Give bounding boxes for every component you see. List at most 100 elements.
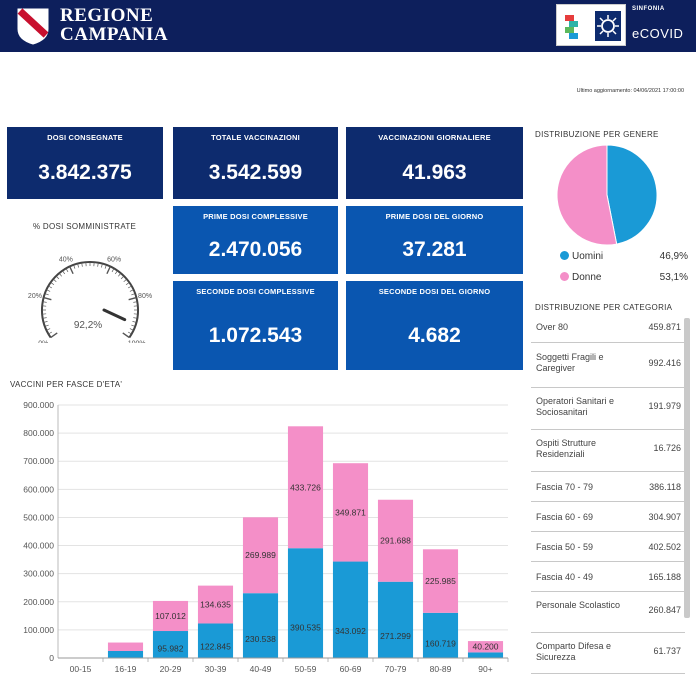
gauge-tick <box>48 285 53 289</box>
bar-segment-80-89-1 <box>422 549 459 613</box>
gauge-tick-label: 60% <box>107 256 121 263</box>
list-item: Comparto Difesa e Sicurezza 61.737 <box>531 633 685 674</box>
x-tick-label: 16-19 <box>115 664 137 674</box>
category-name: Ospiti Strutture Residenziali <box>536 438 597 459</box>
list-item: Operatori Sanitari e Sociosanitari 191.9… <box>531 388 685 430</box>
bar-data-label: 433.726 <box>290 482 321 492</box>
gauge-tick <box>132 321 137 323</box>
bar-data-label: 122.845 <box>200 641 231 651</box>
bar-segment-30-39-0 <box>197 623 234 658</box>
bar-data-label: 134.635 <box>200 600 231 610</box>
gauge-tick <box>58 273 62 277</box>
bar-data-label: 160.719 <box>425 639 456 649</box>
category-name: Soggetti Fragili e Caregiver <box>536 352 604 373</box>
category-list[interactable]: Over 80 459.871 Soggetti Fragili e Careg… <box>531 315 685 694</box>
category-name: Fascia 60 - 69 <box>536 512 594 522</box>
x-tick-label: 90+ <box>478 664 492 674</box>
category-value: 992.416 <box>648 358 681 368</box>
x-tick-label: 30-39 <box>205 664 227 674</box>
gauge-tick <box>55 275 60 280</box>
kpi-prime-dosi-giorno: PRIME DOSI DEL GIORNO 37.281 <box>346 206 523 274</box>
chart-title: VACCINI PER FASCE D'ETA' <box>10 380 123 389</box>
brand-line-1: REGIONE <box>60 5 154 26</box>
gauge-tick <box>46 328 51 331</box>
bar-data-label: 230.538 <box>245 634 276 644</box>
category-title: DISTRIBUZIONE PER CATEGORIA <box>535 303 673 312</box>
app-header: REGIONE CAMPANIA SINFONIA eCOVID <box>0 0 696 52</box>
y-tick-label: 200.000 <box>23 597 54 607</box>
bar-data-label: 390.535 <box>290 623 321 633</box>
ecovid-logo-box <box>556 4 626 46</box>
gauge-tick <box>43 321 48 323</box>
kpi-label: TOTALE VACCINAZIONI <box>211 133 300 142</box>
bar-segment-70-79-1 <box>377 499 414 582</box>
gauge-tick <box>69 266 74 275</box>
category-value: 459.871 <box>648 322 681 332</box>
legend-donne: Donne 53,1% <box>560 272 690 283</box>
list-item: Fascia 70 - 79 386.118 <box>531 472 685 502</box>
x-tick-label: 00-15 <box>70 664 92 674</box>
gauge-tick <box>127 285 132 289</box>
y-tick-label: 600.000 <box>23 484 54 494</box>
age-bar-chart: 0 100.000 200.000 300.000 400.000 500.000 600.… <box>23 400 509 674</box>
legend-dot-icon <box>560 251 569 260</box>
gauge-tick <box>44 293 49 296</box>
kpi-value: 2.470.056 <box>208 238 303 261</box>
bar-data-label: 349.871 <box>335 507 366 517</box>
gauge-tick <box>129 289 134 292</box>
x-tick-label: 20-29 <box>160 664 182 674</box>
category-name: Fascia 40 - 49 <box>536 572 594 582</box>
kpi-value: 37.281 <box>402 238 467 261</box>
category-name: Fascia 70 - 79 <box>536 482 594 492</box>
gauge-tick <box>50 282 55 286</box>
kpi-value: 3.542.599 <box>208 161 303 184</box>
category-name: Operatori Sanitari e Sociosanitari <box>536 396 615 417</box>
kpi-vaccinazioni-giornaliere: VACCINAZIONI GIORNALIERE 41.963 <box>346 127 523 199</box>
bar-segment-60-69-0 <box>332 561 369 658</box>
y-tick-label: 800.000 <box>23 428 54 438</box>
bar-data-label: 107.012 <box>155 611 186 621</box>
gauge-tick <box>114 270 118 275</box>
bar-segment-70-79-0 <box>377 581 414 658</box>
x-tick-label: 80-89 <box>430 664 452 674</box>
bar-segment-90+-1 <box>467 641 504 653</box>
gauge-tick <box>120 275 125 280</box>
kpi-label: SECONDE DOSI DEL GIORNO <box>378 287 491 296</box>
list-item: Over 80 459.871 <box>531 315 685 343</box>
gauge-title: % DOSI SOMMINISTRATE <box>33 222 137 231</box>
category-value: 61.737 <box>653 646 681 656</box>
x-tick-label: 50-59 <box>295 664 317 674</box>
gauge-tick <box>65 268 69 273</box>
legend-pct: 46,9% <box>659 251 688 262</box>
kpi-value: 41.963 <box>402 161 467 184</box>
y-tick-label: 0 <box>49 653 54 663</box>
category-value: 260.847 <box>648 605 681 615</box>
bar-data-label: 269.989 <box>245 550 276 560</box>
gauge-tick <box>123 278 127 282</box>
bar-data-label: 40.200 <box>473 642 499 652</box>
category-list-scrollbar[interactable] <box>684 318 690 618</box>
category-name: Comparto Difesa e Sicurezza <box>536 641 612 662</box>
category-name: Fascia 50 - 59 <box>536 542 594 552</box>
category-value: 16.726 <box>653 443 681 453</box>
bar-segment-90+-0 <box>467 652 504 658</box>
bar-data-label: 225.985 <box>425 576 456 586</box>
kpi-label: VACCINAZIONI GIORNALIERE <box>378 133 491 142</box>
bar-segment-20-29-1 <box>152 600 189 632</box>
gauge-tick <box>133 317 138 319</box>
bar-segment-16-19-1 <box>107 642 144 651</box>
gauge-tick <box>97 262 99 267</box>
pie-slice-donne <box>556 144 618 245</box>
brand-name: REGIONE CAMPANIA <box>60 6 168 44</box>
bar-segment-30-39-1 <box>197 585 234 624</box>
kpi-label: PRIME DOSI COMPLESSIVE <box>203 212 308 221</box>
category-name: Personale Scolastico <box>536 600 621 610</box>
ecovid-subtitle: SINFONIA <box>632 6 665 12</box>
bar-segment-40-49-0 <box>242 593 279 658</box>
category-value: 402.502 <box>648 542 681 552</box>
gauge-tick <box>81 262 83 267</box>
gauge-tick <box>118 273 122 277</box>
category-value: 386.118 <box>649 482 681 492</box>
gauge-value: 92,2% <box>74 320 102 331</box>
gauge-tick <box>42 301 47 303</box>
